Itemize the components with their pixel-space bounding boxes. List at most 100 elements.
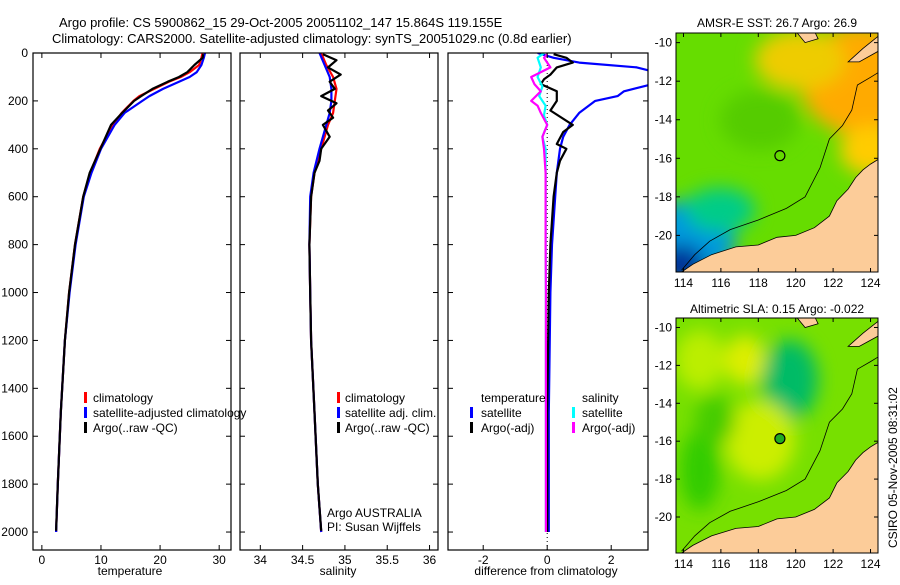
temperature-panel: 0 10 20 30 0 200 400 600 800 1000 1200 1400 1600 1800…: [1, 46, 232, 567]
y-tick-label: -14: [655, 396, 673, 410]
salinity-series: [308, 52, 342, 533]
annotation-pi: PI: Susan Wijffels: [327, 520, 421, 534]
legend-label: climatology: [345, 391, 405, 405]
argo-float-marker: [774, 150, 786, 162]
temperature-legend: climatology satellite-adjusted climatolo…: [84, 391, 246, 435]
x-tick-label: 118: [749, 276, 768, 290]
y-tick-label: 200: [8, 94, 28, 108]
y-tick-label: 400: [8, 142, 28, 156]
figure-title-line2: Climatology: CARS2000. Satellite-adjuste…: [52, 31, 572, 46]
legend-label: Argo(-adj): [582, 421, 635, 435]
legend-label: climatology: [93, 391, 153, 405]
temperature-frame: [32, 52, 232, 551]
legend-label: satellite: [481, 406, 522, 420]
legend-label: Argo(..raw -QC): [93, 421, 178, 435]
legend-header-temperature: temperature: [481, 391, 546, 405]
sla-map-image: [676, 318, 878, 553]
footer-timestamp: CSIRO 05-Nov-2005 08:31:02: [886, 387, 900, 548]
island-polygon: [796, 318, 819, 328]
difference-frame: [447, 52, 649, 551]
y-tick-label: -12: [655, 358, 673, 372]
y-tick-label: -16: [655, 434, 673, 448]
legend-swatch-argo: [84, 422, 87, 433]
y-tick-label: -20: [655, 510, 673, 524]
y-tick-label: -14: [655, 113, 673, 127]
sla-map-overlay: [681, 318, 878, 553]
island-polygon: [847, 320, 878, 347]
y-tick-label: 0: [21, 46, 28, 60]
x-tick-label: 114: [674, 276, 693, 290]
x-tick-label: 120: [786, 557, 806, 571]
difference-series: [530, 53, 648, 550]
series-line-satellite-adjusted-climatology: [55, 52, 207, 533]
legend-label: satellite-adjusted climatology: [93, 406, 246, 420]
sst-map-title: AMSR-E SST: 26.7 Argo: 26.9: [697, 16, 857, 30]
difference-panel: -2 0 2: [447, 52, 649, 567]
series-line-climatology: [55, 52, 204, 533]
x-tick-label: 124: [861, 557, 881, 571]
legend-label: Argo(-adj): [481, 421, 534, 435]
y-tick-label: -10: [655, 36, 673, 50]
island-polygon: [796, 33, 819, 44]
x-tick-label: 116: [711, 557, 730, 571]
temperature-series: [55, 52, 207, 533]
legend-swatch-climatology: [84, 392, 87, 403]
salinity-frame: [239, 52, 439, 551]
legend-swatch-climatology: [337, 392, 340, 403]
legend-label: satellite adj. clim.: [345, 406, 436, 420]
isobath-contour: [681, 72, 878, 271]
x-tick-label: 20: [153, 553, 167, 567]
x-tick-label: 122: [823, 276, 843, 290]
series-line-argo-raw-qc-: [308, 53, 342, 531]
y-tick-label: 1200: [1, 333, 28, 347]
salinity-panel: 34 34.5 35 35.5 36: [239, 52, 439, 567]
land-polygon: [681, 159, 878, 272]
x-tick-label: 122: [823, 557, 843, 571]
island-polygon: [847, 35, 878, 63]
y-tick-label: -20: [655, 228, 673, 242]
x-tick-label: 35: [338, 553, 352, 567]
difference-axis-label: difference from climatology: [474, 564, 617, 578]
x-tick-label: 120: [786, 276, 806, 290]
sst-map-overlay: [681, 33, 878, 272]
salinity-legend: climatology satellite adj. clim. Argo(..…: [337, 391, 436, 435]
y-tick-label: 1000: [1, 286, 28, 300]
y-tick-label: 1800: [1, 477, 28, 491]
x-tick-label: 118: [749, 557, 768, 571]
x-tick-label: 124: [861, 276, 881, 290]
y-tick-label: -10: [655, 320, 673, 334]
legend-swatch-temp-satellite: [470, 407, 473, 418]
y-tick-label: -18: [655, 472, 673, 486]
sla-map-title: Altimetric SLA: 0.15 Argo: -0.022: [690, 302, 864, 316]
y-tick-label: -16: [655, 151, 673, 165]
legend-label: Argo(..raw -QC): [345, 421, 430, 435]
y-tick-label: 600: [8, 190, 28, 204]
legend-swatch-satellite: [337, 407, 340, 418]
isobath-contour: [681, 356, 878, 552]
y-tick-label: 2000: [1, 525, 28, 539]
legend-swatch-sal-satellite: [572, 407, 575, 418]
y-tick-label: -12: [655, 74, 673, 88]
legend-swatch-temp-argo: [470, 422, 473, 433]
temperature-axis-label: temperature: [98, 564, 163, 578]
sla-map-frame: [675, 317, 879, 554]
series-line-temperature-satellite: [537, 53, 648, 532]
x-tick-label: 34.5: [291, 553, 315, 567]
series-line-argo-raw-qc-: [55, 54, 205, 531]
x-tick-label: 30: [212, 553, 226, 567]
series-line-temperature-argo-adj-: [539, 53, 574, 532]
sst-map-frame: [675, 32, 879, 273]
x-tick-label: 36: [423, 553, 437, 567]
land-polygon: [681, 441, 878, 553]
y-tick-label: 1400: [1, 381, 28, 395]
legend-swatch-argo: [337, 422, 340, 433]
legend-swatch-satellite: [84, 407, 87, 418]
x-tick-label: 116: [711, 276, 730, 290]
figure-title-line1: Argo profile: CS 5900862_15 29-Oct-2005 …: [59, 15, 503, 30]
salinity-axis-label: salinity: [320, 564, 357, 578]
x-tick-label: 35.5: [376, 553, 400, 567]
argo-float-marker: [774, 433, 786, 445]
x-tick-label: 0: [39, 553, 46, 567]
x-tick-label: 10: [94, 553, 108, 567]
